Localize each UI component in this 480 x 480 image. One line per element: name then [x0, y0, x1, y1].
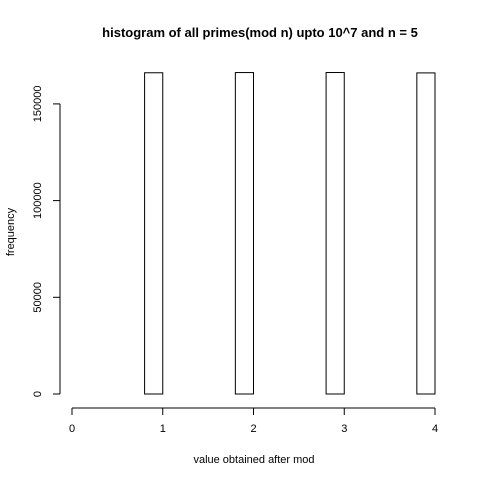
y-tick-label: 150000	[32, 86, 44, 123]
histogram-bar-14	[325, 72, 345, 395]
x-tick-label: 1	[160, 423, 166, 435]
x-tick-label: 0	[69, 423, 75, 435]
histogram-bar-9	[234, 72, 255, 395]
y-tick-label: 50000	[32, 282, 44, 313]
x-tick-label: 4	[432, 423, 438, 435]
y-tick-label: 0	[32, 391, 44, 397]
x-axis: 0 1 2 3 4	[69, 407, 438, 435]
y-tick-label: 100000	[32, 182, 44, 219]
histogram-bar-19	[416, 72, 436, 395]
x-axis-label: value obtained after mod	[193, 454, 314, 466]
x-tick-label: 3	[341, 423, 347, 435]
histogram-bar-4	[144, 72, 164, 395]
y-axis: 0 50000 100000 150000	[32, 86, 61, 397]
bars-group	[144, 72, 436, 395]
y-axis-label: frequency	[5, 207, 17, 256]
x-tick-label: 2	[250, 423, 256, 435]
chart-title: histogram of all primes(mod n) upto 10^7…	[102, 25, 418, 40]
